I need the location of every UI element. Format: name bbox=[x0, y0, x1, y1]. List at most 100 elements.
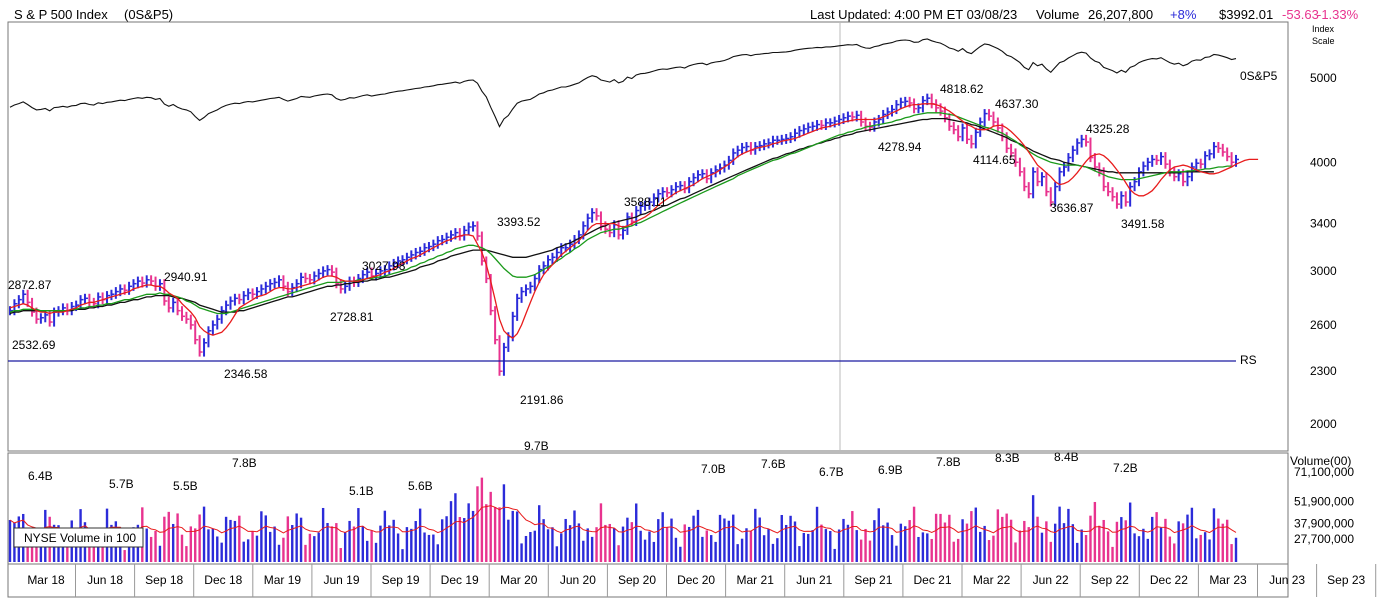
volume-bar bbox=[480, 477, 484, 562]
volume-bar bbox=[498, 507, 501, 562]
volume-bar bbox=[1111, 546, 1114, 562]
volume-bar bbox=[405, 527, 409, 562]
volume-label: Volume bbox=[1036, 7, 1079, 22]
y-tick-label: 5000 bbox=[1310, 71, 1337, 85]
volume-bar bbox=[890, 535, 894, 562]
volume-bar bbox=[1053, 523, 1057, 562]
volume-bar bbox=[1124, 520, 1127, 562]
volume-bar bbox=[1018, 530, 1022, 562]
volume-bar bbox=[626, 517, 629, 562]
volume-bar bbox=[149, 536, 153, 562]
volume-bar bbox=[1062, 523, 1066, 562]
volume-bar bbox=[317, 532, 320, 562]
volume-bar bbox=[304, 544, 307, 562]
volume-bar bbox=[339, 548, 342, 562]
volume-bar bbox=[1168, 536, 1172, 562]
volume-bar bbox=[485, 504, 488, 562]
volume-bar bbox=[820, 524, 823, 562]
price-annotation: 4637.30 bbox=[995, 97, 1039, 111]
volume-bar bbox=[868, 540, 872, 562]
volume-bar bbox=[202, 506, 206, 562]
volume-bar bbox=[1221, 523, 1224, 562]
price-annotation: 4114.65 bbox=[973, 153, 1016, 167]
volume-bar bbox=[829, 530, 832, 562]
volume-bar bbox=[1164, 518, 1167, 562]
volume-bar bbox=[467, 503, 470, 562]
volume-bar bbox=[1120, 517, 1123, 562]
volume-bar bbox=[401, 549, 404, 562]
volume-bar bbox=[639, 530, 642, 562]
volume-bar bbox=[970, 511, 973, 562]
volume-bar bbox=[1212, 508, 1216, 562]
volume-bar bbox=[732, 514, 735, 562]
volume-ma-line bbox=[9, 505, 1237, 534]
volume-bar bbox=[934, 513, 938, 562]
volume-bar bbox=[1177, 521, 1180, 562]
x-tick-label: Mar 21 bbox=[737, 573, 775, 587]
volume-bar bbox=[621, 526, 625, 562]
volume-bar bbox=[180, 534, 184, 562]
volume-bar bbox=[216, 536, 219, 562]
price-annotation: 2728.81 bbox=[330, 310, 374, 324]
volume-annotation: 5.7B bbox=[109, 477, 134, 491]
volume-bar bbox=[423, 532, 426, 562]
volume-y-tick-label: 71,100,000 bbox=[1294, 465, 1354, 479]
y-tick-label: 2000 bbox=[1310, 417, 1337, 431]
volume-bar bbox=[1230, 544, 1233, 562]
volume-bar bbox=[1089, 515, 1092, 562]
volume-bar bbox=[207, 529, 210, 562]
volume-layer: 6.4B 5.7B 5.5B 7.8B 5.1B 5.6B 9.7B 7.0B 7.6B 6.7B… bbox=[8, 439, 1238, 562]
x-tick-label: Dec 20 bbox=[677, 573, 715, 587]
volume-bar bbox=[683, 524, 686, 562]
volume-annotation: 8.4B bbox=[1054, 450, 1079, 464]
volume-annotation: 6.4B bbox=[28, 469, 53, 483]
x-tick-label: Jun 23 bbox=[1269, 573, 1305, 587]
volume-bar bbox=[445, 516, 448, 562]
volume-bar bbox=[771, 543, 775, 562]
volume-bar bbox=[1225, 519, 1229, 562]
volume-bar bbox=[26, 540, 29, 562]
volume-annotation: 5.6B bbox=[408, 479, 433, 493]
price-annotation: 3636.87 bbox=[1050, 201, 1094, 215]
volume-bar bbox=[758, 517, 761, 562]
volume-bar bbox=[493, 507, 497, 562]
rs-label: RS bbox=[1240, 353, 1257, 367]
volume-bar bbox=[167, 511, 170, 562]
x-tick-label: Sep 21 bbox=[854, 573, 892, 587]
volume-bar bbox=[586, 528, 589, 562]
volume-bar bbox=[454, 493, 457, 562]
volume-bar bbox=[1067, 508, 1070, 562]
volume-bar bbox=[661, 512, 664, 562]
volume-bar bbox=[582, 540, 585, 562]
volume-bar bbox=[194, 528, 197, 562]
price-change: -53.63 bbox=[1282, 7, 1319, 22]
volume-bar bbox=[687, 526, 691, 562]
volume-bar bbox=[943, 522, 947, 562]
volume-bar bbox=[476, 486, 479, 562]
volume-bar bbox=[198, 514, 201, 562]
volume-bar bbox=[299, 517, 303, 562]
volume-bar bbox=[277, 544, 281, 562]
volume-bar bbox=[313, 536, 316, 562]
volume-bar bbox=[1142, 528, 1145, 562]
volume-bar bbox=[1217, 518, 1220, 562]
volume-y-tick-label: 51,900,000 bbox=[1294, 495, 1354, 509]
volume-bar bbox=[440, 519, 444, 562]
volume-bar bbox=[604, 524, 607, 562]
volume-bar bbox=[1151, 516, 1154, 562]
volume-bar bbox=[282, 537, 285, 562]
volume-bar bbox=[1001, 516, 1004, 562]
volume-bar bbox=[992, 535, 995, 562]
volume-annotation: 7.0B bbox=[701, 462, 726, 476]
volume-bar bbox=[701, 536, 704, 562]
x-tick-label: Jun 21 bbox=[796, 573, 832, 587]
volume-bar bbox=[824, 529, 828, 562]
x-tick-label: Mar 20 bbox=[500, 573, 538, 587]
volume-bar bbox=[793, 521, 797, 562]
volume-bar bbox=[776, 538, 779, 562]
volume-bar bbox=[767, 529, 770, 562]
volume-bar bbox=[912, 506, 916, 562]
volume-bar bbox=[1023, 520, 1026, 562]
volume-bar bbox=[396, 533, 400, 562]
